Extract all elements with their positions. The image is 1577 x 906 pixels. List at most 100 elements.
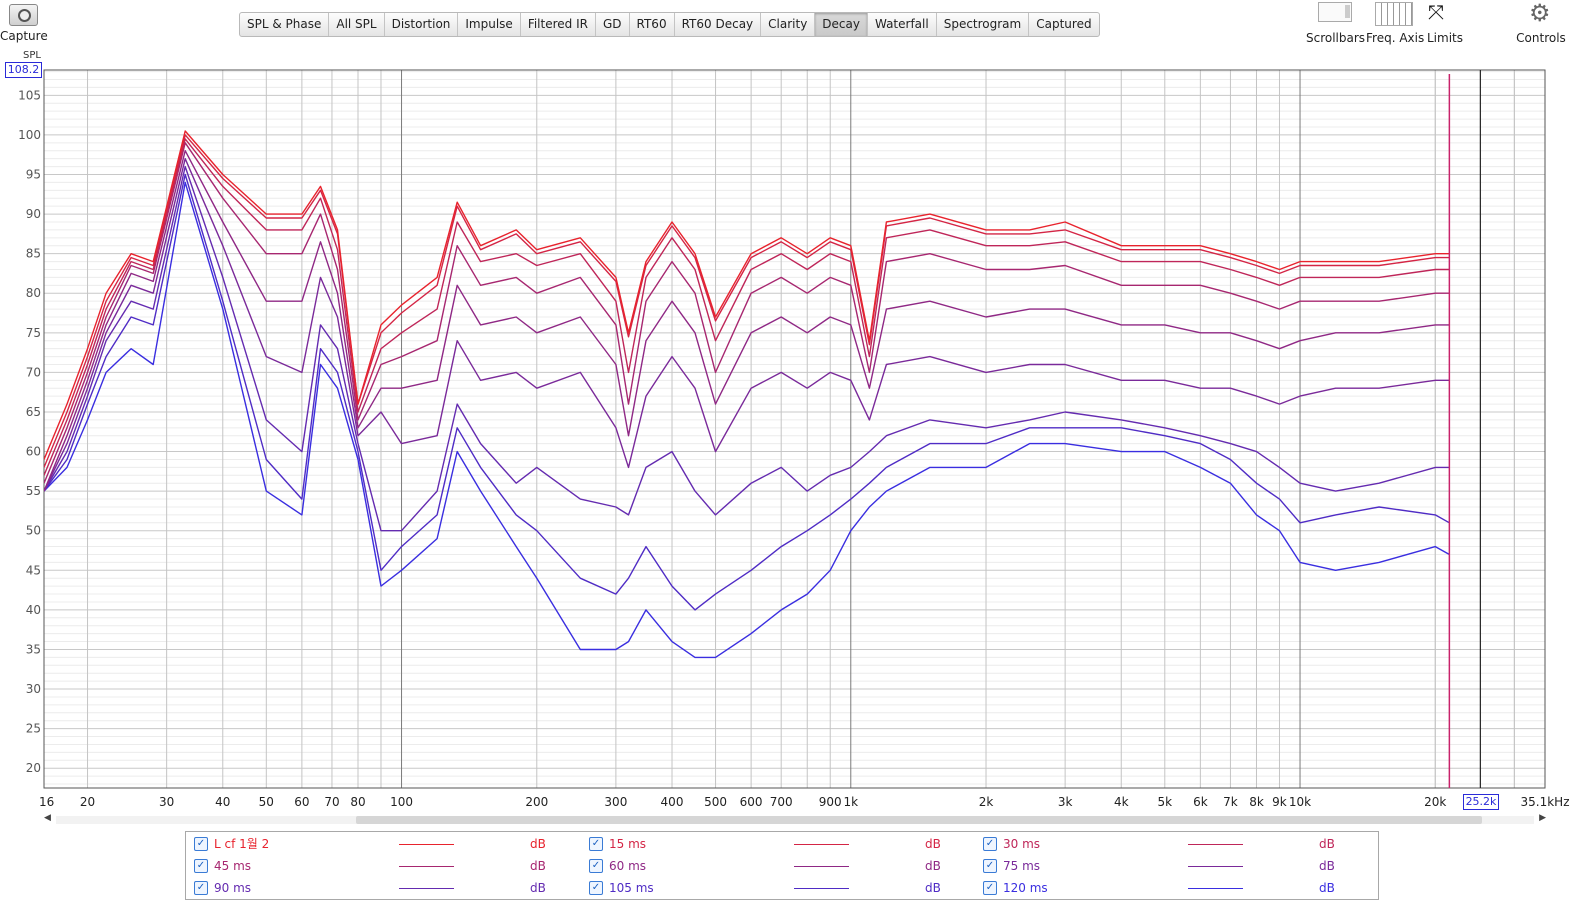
legend-unit: dB	[530, 881, 546, 895]
legend-name: 45 ms	[214, 859, 252, 873]
y-tick-label: 30	[26, 682, 41, 696]
checkbox-icon[interactable]: ✓	[589, 837, 603, 851]
x-tick-label: 60	[294, 795, 309, 809]
checkbox-icon[interactable]: ✓	[194, 837, 208, 851]
x-tick-label: 8k	[1249, 795, 1264, 809]
legend-item: ✓ 45 ms dB	[194, 856, 574, 876]
legend-name: 105 ms	[609, 881, 654, 895]
y-tick-label: 85	[26, 247, 41, 261]
checkbox-icon[interactable]: ✓	[983, 881, 997, 895]
y-tick-label: 35	[26, 642, 41, 656]
checkbox-icon[interactable]: ✓	[983, 859, 997, 873]
series-line	[44, 130, 1450, 460]
x-tick-label: 50	[259, 795, 274, 809]
y-tick-label: 105	[18, 88, 41, 102]
x-tick-label: 80	[350, 795, 365, 809]
tab-captured[interactable]: Captured	[1036, 17, 1092, 31]
legend-item: ✓ L cf 1월 2 dB	[194, 834, 574, 854]
legend-item: ✓ 30 ms dB	[983, 834, 1363, 854]
tab-gd[interactable]: GD	[596, 13, 630, 36]
legend-item: ✓ 60 ms dB	[589, 856, 969, 876]
scrollbars-label: Scrollbars	[1306, 31, 1366, 45]
decay-plot[interactable]: 20 25 30 35 40 45 50 55 60 65 70 75 80 85 90 95 100 105 16…	[0, 48, 1577, 812]
scroll-left-icon[interactable]: ◀	[44, 813, 51, 823]
legend-unit: dB	[925, 837, 941, 851]
y-tick-label: 25	[26, 722, 41, 736]
legend-swatch	[794, 888, 849, 889]
checkbox-icon[interactable]: ✓	[983, 837, 997, 851]
x-tick-label: 200	[525, 795, 548, 809]
tab-decay[interactable]: Decay	[815, 13, 868, 36]
tab-rt60[interactable]: RT60	[630, 13, 675, 36]
legend-unit: dB	[1319, 881, 1335, 895]
scroll-right-icon[interactable]: ▶	[1539, 813, 1546, 823]
tab-filtered-ir[interactable]: Filtered IR	[521, 13, 596, 36]
legend-swatch	[399, 844, 454, 845]
x-tick-label: 9k	[1272, 795, 1287, 809]
legend-item: ✓ 120 ms dB	[983, 878, 1363, 898]
legend-panel: ✓ L cf 1월 2 dB ✓ 15 ms dB ✓ 30 ms dB ✓ 4…	[185, 831, 1379, 900]
y-tick-label: 45	[26, 563, 41, 577]
x-tick-label: 40	[215, 795, 230, 809]
series-line	[44, 181, 1450, 659]
x-tick-label: 400	[661, 795, 684, 809]
y-tick-label: 20	[26, 761, 41, 775]
legend-name: 15 ms	[609, 837, 647, 851]
tab-clarity[interactable]: Clarity	[761, 13, 816, 36]
checkbox-icon[interactable]: ✓	[589, 859, 603, 873]
x-tick-label: 16	[39, 795, 54, 809]
legend-unit: dB	[530, 837, 546, 851]
x-tick-label: 6k	[1193, 795, 1208, 809]
scroll-thumb[interactable]	[356, 816, 1482, 824]
graph-tabs: SPL & Phase All SPL Distortion Impulse F…	[239, 12, 1100, 37]
freq-axis-label: Freq. Axis	[1366, 31, 1425, 45]
legend-name: 120 ms	[1003, 881, 1048, 895]
x-tick-label: 35.1kHz	[1521, 795, 1570, 809]
gear-icon: ⚙	[1529, 0, 1551, 27]
legend-name: 90 ms	[214, 881, 252, 895]
legend-name: L cf 1월 2	[214, 837, 270, 851]
y-tick-label: 100	[18, 128, 41, 142]
series-line	[44, 138, 1450, 476]
tab-impulse[interactable]: Impulse	[458, 13, 521, 36]
series-line	[44, 173, 1450, 611]
y-tick-label: 55	[26, 484, 41, 498]
tab-waterfall[interactable]: Waterfall	[868, 13, 937, 36]
freq-axis-icon	[1375, 2, 1413, 26]
tab-spl-phase[interactable]: SPL & Phase	[240, 13, 330, 36]
series-line	[44, 134, 1450, 468]
tab-spectrogram[interactable]: Spectrogram	[937, 13, 1030, 36]
capture-button[interactable]: Capture	[0, 0, 48, 46]
checkbox-icon[interactable]: ✓	[589, 881, 603, 895]
legend-swatch	[794, 866, 849, 867]
grid-group	[44, 70, 1545, 788]
legend-item: ✓ 90 ms dB	[194, 878, 574, 898]
legend-swatch	[1188, 866, 1243, 867]
decay-chart[interactable]: 20 25 30 35 40 45 50 55 60 65 70 75 80 85 90 95 100 105 16…	[0, 48, 1577, 812]
legend-item: ✓ 75 ms dB	[983, 856, 1363, 876]
x-tick-label: 100	[390, 795, 413, 809]
tab-all-spl[interactable]: All SPL	[329, 13, 385, 36]
checkbox-icon[interactable]: ✓	[194, 881, 208, 895]
legend-unit: dB	[925, 881, 941, 895]
tab-distortion[interactable]: Distortion	[385, 13, 459, 36]
y-tick-label: 95	[26, 167, 41, 181]
legend-unit: dB	[925, 859, 941, 873]
legend-swatch	[399, 866, 454, 867]
x-cursor-box[interactable]: 25.2k	[1463, 794, 1499, 810]
horizontal-scrollbar[interactable]: ◀ ▶	[44, 813, 1546, 826]
x-tick-label: 900	[819, 795, 842, 809]
scrollbars-icon	[1318, 2, 1352, 22]
top-toolbar: Capture SPL & Phase All SPL Distortion I…	[0, 0, 1577, 62]
y-top-limit-box[interactable]: 108.2	[5, 62, 42, 78]
plot-background	[44, 70, 1545, 788]
tab-rt60-decay[interactable]: RT60 Decay	[675, 13, 762, 36]
x-tick-label: 300	[604, 795, 627, 809]
legend-item: ✓ 15 ms dB	[589, 834, 969, 854]
x-tick-label: 7k	[1223, 795, 1238, 809]
plot-frame	[43, 69, 1546, 789]
x-tick-label: 4k	[1114, 795, 1129, 809]
checkbox-icon[interactable]: ✓	[194, 859, 208, 873]
legend-unit: dB	[1319, 837, 1335, 851]
legend-unit: dB	[530, 859, 546, 873]
